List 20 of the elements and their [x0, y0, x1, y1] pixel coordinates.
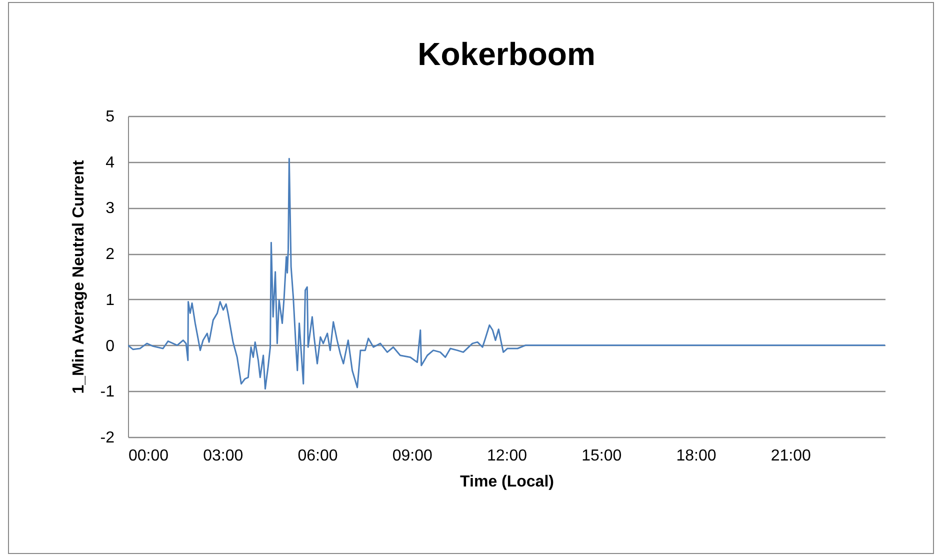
- x-tick-label: 18:00: [676, 448, 716, 464]
- y-tick-label: 1: [106, 292, 115, 309]
- x-tick-label: 00:00: [128, 448, 169, 464]
- line-series: [128, 158, 885, 390]
- x-tick-label: 21:00: [770, 448, 811, 464]
- x-tick-label: 06:00: [298, 448, 338, 464]
- chart-title: Kokerboom: [418, 36, 596, 72]
- y-tick-label: -2: [100, 430, 115, 446]
- y-tick-label: 2: [106, 246, 115, 264]
- x-tick-label: 03:00: [203, 448, 244, 464]
- y-axis-title: 1_Min Average Neutral Current: [70, 160, 88, 394]
- x-axis-title: Time (Local): [460, 474, 554, 490]
- y-tick-label: 0: [106, 338, 115, 355]
- x-tick-label: 12:00: [486, 448, 528, 464]
- x-tick-label: 15:00: [582, 448, 622, 464]
- y-tick-label: 5: [106, 108, 115, 126]
- x-tick-label: 09:00: [392, 448, 432, 464]
- y-tick-label: 3: [106, 200, 115, 218]
- y-tick-label: -1: [100, 384, 115, 401]
- y-tick-label: 4: [106, 154, 115, 172]
